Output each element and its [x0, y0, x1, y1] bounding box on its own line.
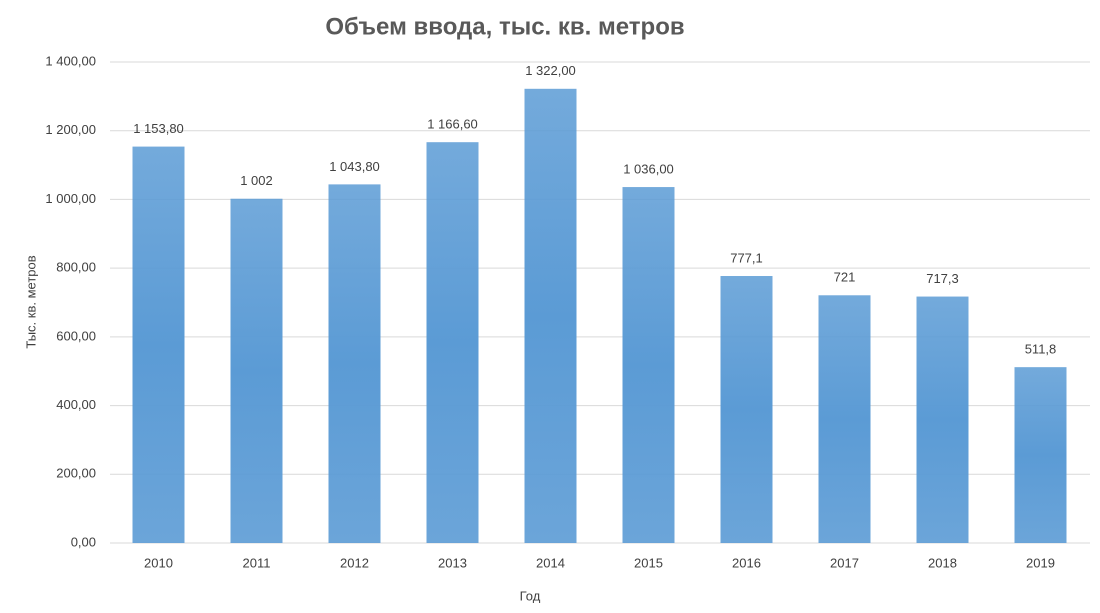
value-label: 1 002	[240, 173, 273, 188]
y-tick-label: 200,00	[56, 466, 96, 481]
y-tick-label: 0,00	[71, 534, 96, 549]
value-label: 1 036,00	[623, 161, 674, 176]
x-tick-label: 2019	[1026, 555, 1055, 570]
bar	[524, 88, 577, 543]
value-label: 1 043,80	[329, 159, 380, 174]
bar	[622, 187, 675, 543]
value-label: 1 322,00	[525, 63, 576, 78]
bar	[720, 276, 773, 543]
x-tick-label: 2013	[438, 555, 467, 570]
y-tick-label: 1 000,00	[45, 191, 96, 206]
y-axis-label: Тыс. кв. метров	[23, 255, 38, 348]
bar	[818, 295, 871, 543]
bar	[132, 146, 185, 543]
value-label: 1 166,60	[427, 117, 478, 132]
x-tick-label: 2010	[144, 555, 173, 570]
x-tick-label: 2017	[830, 555, 859, 570]
bar	[328, 184, 381, 544]
value-label: 721	[834, 270, 856, 285]
y-tick-label: 400,00	[56, 397, 96, 412]
bar	[916, 296, 969, 543]
value-label: 511,8	[1025, 342, 1057, 357]
value-label: 1 153,80	[133, 121, 184, 136]
value-label: 777,1	[730, 250, 763, 265]
x-tick-label: 2015	[634, 555, 663, 570]
x-tick-label: 2011	[243, 555, 271, 570]
x-tick-label: 2016	[732, 555, 761, 570]
x-tick-label: 2014	[536, 555, 565, 570]
y-tick-label: 1 400,00	[45, 53, 96, 68]
bar	[426, 142, 479, 543]
x-tick-label: 2012	[340, 555, 369, 570]
y-tick-label: 1 200,00	[45, 122, 96, 137]
x-axis-label: Год	[520, 588, 541, 603]
y-tick-label: 600,00	[56, 328, 96, 343]
bar	[1014, 367, 1067, 543]
bar	[230, 198, 283, 543]
x-tick-label: 2018	[928, 555, 957, 570]
chart-title: Объем ввода, тыс. кв. метров	[325, 13, 684, 40]
y-tick-label: 800,00	[56, 260, 96, 275]
value-label: 717,3	[926, 271, 959, 286]
